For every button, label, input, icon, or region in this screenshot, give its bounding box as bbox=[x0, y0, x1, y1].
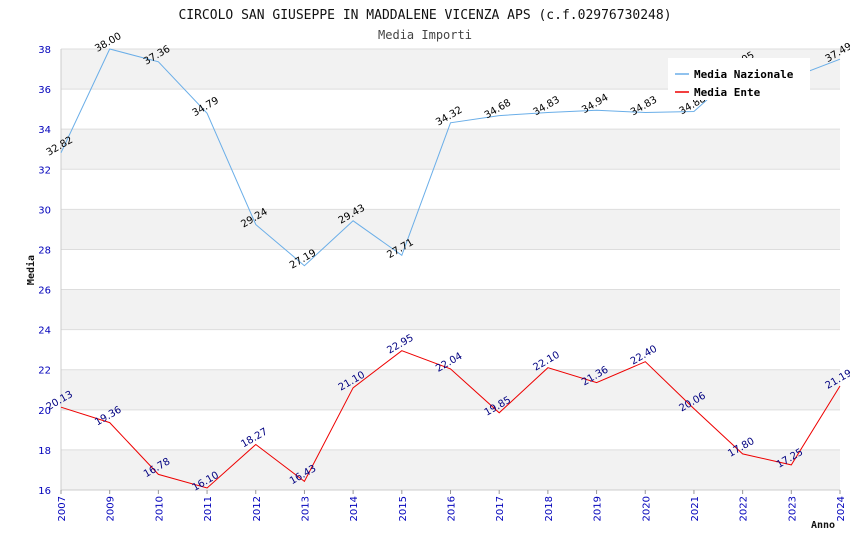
legend-label-media-nazionale: Media Nazionale bbox=[694, 68, 794, 81]
grid-band bbox=[61, 369, 840, 410]
x-tick-label: 2020 bbox=[641, 496, 652, 521]
x-tick-label: 2012 bbox=[252, 496, 263, 521]
y-tick-label: 24 bbox=[38, 326, 51, 337]
chart-subtitle: Media Importi bbox=[378, 28, 472, 42]
x-tick-label: 2017 bbox=[495, 496, 506, 521]
y-tick-label: 16 bbox=[38, 486, 51, 497]
y-axis-ticks: 16 18 20 22 24 26 28 30 32 34 36 38 bbox=[38, 45, 51, 497]
x-tick-label: 2014 bbox=[349, 496, 360, 521]
y-tick-label: 30 bbox=[38, 205, 51, 216]
y-tick-label: 26 bbox=[38, 286, 51, 297]
y-tick-label: 38 bbox=[38, 45, 51, 56]
y-tick-label: 22 bbox=[38, 366, 51, 377]
y-tick-label: 36 bbox=[38, 85, 51, 96]
chart-title: CIRCOLO SAN GIUSEPPE IN MADDALENE VICENZ… bbox=[178, 8, 671, 23]
x-tick-label: 2021 bbox=[690, 496, 701, 521]
x-tick-label: 2015 bbox=[398, 496, 409, 521]
x-tick-label: 2010 bbox=[154, 496, 165, 521]
legend-label-media-ente: Media Ente bbox=[694, 86, 761, 99]
y-axis-label: Media bbox=[25, 255, 37, 285]
x-tick-label: 2009 bbox=[106, 496, 117, 521]
grid-band bbox=[61, 209, 840, 250]
x-tick-label: 2023 bbox=[787, 496, 798, 521]
legend: Media Nazionale Media Ente bbox=[668, 58, 810, 100]
y-tick-label: 28 bbox=[38, 245, 51, 256]
y-tick-label: 34 bbox=[38, 125, 51, 136]
x-axis-label: Anno bbox=[811, 520, 835, 531]
legend-box bbox=[668, 58, 810, 100]
x-tick-label: 2007 bbox=[57, 496, 68, 521]
x-tick-label: 2024 bbox=[836, 496, 847, 521]
grid-band bbox=[61, 449, 840, 490]
x-tick-label: 2019 bbox=[593, 496, 604, 521]
x-tick-label: 2011 bbox=[203, 496, 214, 521]
grid-band bbox=[61, 129, 840, 170]
y-tick-label: 18 bbox=[38, 446, 51, 457]
x-tick-label: 2022 bbox=[739, 496, 750, 521]
x-axis-ticks: 2007 2009 2010 2011 2012 2013 2014 2015 2016 2017… bbox=[57, 490, 847, 521]
y-tick-label: 32 bbox=[38, 165, 51, 176]
series-line-media-ente bbox=[60, 350, 841, 489]
grid-band bbox=[61, 289, 840, 330]
y-tick-label: 20 bbox=[38, 406, 51, 417]
x-tick-label: 2016 bbox=[447, 496, 458, 521]
x-tick-label: 2018 bbox=[544, 496, 555, 521]
x-tick-label: 2013 bbox=[300, 496, 311, 521]
